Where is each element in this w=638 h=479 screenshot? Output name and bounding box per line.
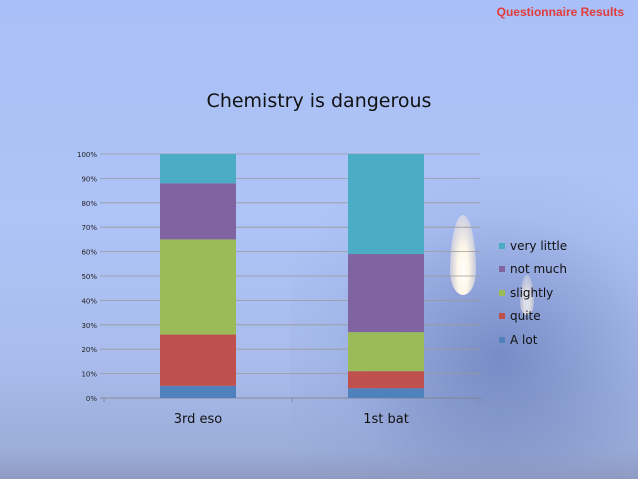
legend-label: very little bbox=[510, 238, 568, 253]
bar-quite-3rd-eso bbox=[160, 334, 236, 386]
bar-not-much-3rd-eso bbox=[160, 183, 236, 240]
bar-quite-1st-bat bbox=[348, 371, 424, 389]
background-bottom-band bbox=[0, 452, 638, 479]
legend-swatch bbox=[499, 289, 505, 296]
y-tick-label: 0% bbox=[86, 395, 97, 403]
legend-item: A lot bbox=[499, 328, 567, 352]
y-tick-label: 50% bbox=[81, 273, 97, 281]
y-tick-label: 10% bbox=[81, 371, 97, 379]
y-tick-label: 90% bbox=[81, 175, 97, 183]
legend-swatch bbox=[499, 336, 505, 343]
bar-slightly-1st-bat bbox=[348, 332, 424, 372]
legend-swatch bbox=[499, 242, 505, 249]
legend-swatch bbox=[499, 313, 505, 320]
y-tick-label: 20% bbox=[81, 346, 97, 354]
y-tick-label: 80% bbox=[81, 200, 97, 208]
legend-item: not much bbox=[499, 258, 567, 282]
slide-header-label: Questionnaire Results bbox=[496, 5, 624, 19]
bar-slightly-3rd-eso bbox=[160, 239, 236, 335]
legend-label: not much bbox=[510, 262, 567, 277]
legend-item: quite bbox=[499, 305, 567, 329]
bar-a-lot-1st-bat bbox=[348, 388, 424, 398]
legend-label: slightly bbox=[510, 285, 554, 300]
bar-very-little-3rd-eso bbox=[160, 154, 236, 184]
y-tick-label: 100% bbox=[77, 151, 97, 159]
x-category-label: 1st bat bbox=[363, 412, 409, 427]
legend-item: slightly bbox=[499, 281, 567, 305]
y-tick-label: 40% bbox=[81, 297, 97, 305]
legend-label: quite bbox=[510, 309, 541, 324]
y-tick-label: 70% bbox=[81, 224, 97, 232]
y-tick-label: 30% bbox=[81, 322, 97, 330]
y-tick-label: 60% bbox=[81, 249, 97, 257]
bar-not-much-1st-bat bbox=[348, 254, 424, 333]
bar-a-lot-3rd-eso bbox=[160, 385, 236, 398]
chart-title: Chemistry is dangerous bbox=[206, 90, 432, 112]
x-category-label: 3rd eso bbox=[174, 412, 223, 427]
legend-label: A lot bbox=[510, 332, 538, 347]
bar-very-little-1st-bat bbox=[348, 154, 424, 255]
chart-legend: very little not much slightly quite A lot bbox=[499, 234, 567, 352]
legend-swatch bbox=[499, 266, 505, 273]
legend-item: very little bbox=[499, 234, 567, 258]
